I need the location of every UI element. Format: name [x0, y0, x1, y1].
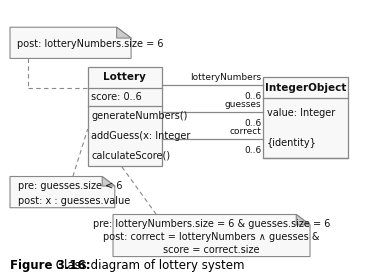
Text: calculateScore(): calculateScore() [91, 151, 170, 161]
Text: post: x : guesses.value: post: x : guesses.value [18, 196, 130, 206]
Text: IntegerObject: IntegerObject [265, 83, 346, 93]
Text: Figure 3.16:: Figure 3.16: [10, 258, 91, 271]
Bar [263, 78, 348, 158]
Text: pre: guesses.size < 6: pre: guesses.size < 6 [18, 181, 123, 191]
Text: addGuess(x: Integer: addGuess(x: Integer [91, 131, 191, 141]
Text: score = correct.size: score = correct.size [163, 245, 260, 255]
Text: correct: correct [229, 127, 261, 135]
Bar [88, 66, 162, 166]
Text: post: correct = lotteryNumbers ∧ guesses &: post: correct = lotteryNumbers ∧ guesses… [103, 232, 320, 242]
Text: guesses: guesses [225, 100, 261, 109]
Polygon shape [117, 27, 131, 38]
Polygon shape [296, 214, 310, 225]
Text: score: 0..6: score: 0..6 [91, 92, 142, 102]
Text: 0..6: 0..6 [244, 92, 261, 101]
Polygon shape [102, 176, 115, 186]
Text: generateNumbers(): generateNumbers() [91, 111, 188, 121]
Text: {identity}: {identity} [267, 138, 316, 148]
Text: post: lotteryNumbers.size = 6: post: lotteryNumbers.size = 6 [17, 39, 164, 49]
Polygon shape [10, 176, 115, 208]
Text: lotteryNumbers: lotteryNumbers [190, 73, 261, 81]
Text: pre: lotteryNumbers.size = 6 & guesses.size = 6: pre: lotteryNumbers.size = 6 & guesses.s… [93, 219, 330, 229]
Text: 0..6: 0..6 [244, 146, 261, 155]
Text: Lottery: Lottery [103, 73, 146, 83]
Polygon shape [113, 214, 310, 257]
Text: 0..6: 0..6 [244, 119, 261, 128]
Text: value: Integer: value: Integer [267, 108, 335, 118]
Polygon shape [10, 27, 131, 58]
Text: Class diagram of lottery system: Class diagram of lottery system [52, 258, 244, 271]
